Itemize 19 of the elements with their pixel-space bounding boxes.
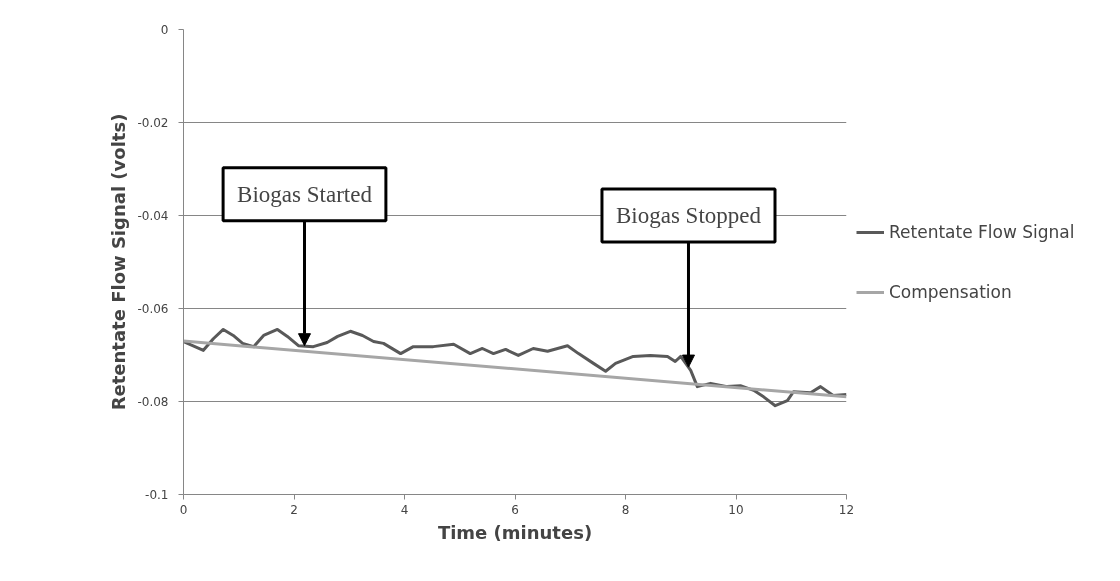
x-tick-label: 2 (290, 502, 298, 517)
x-tick-label: 0 (179, 502, 188, 517)
legend-label: Compensation (889, 281, 1012, 302)
y-axis-title: Retentate Flow Signal (volts) (108, 113, 130, 411)
x-tick-label: 12 (838, 502, 855, 517)
x-tick-label: 6 (511, 502, 519, 517)
legend-label: Retentate Flow Signal (889, 221, 1075, 242)
x-tick-label: 4 (400, 502, 409, 517)
y-tick-label: -0.06 (137, 302, 169, 316)
x-tick-label: 8 (621, 502, 630, 517)
x-axis-title: Time (minutes) (437, 521, 593, 543)
annotation: Biogas Stopped (615, 203, 762, 229)
annotation: Biogas Started (237, 181, 373, 207)
y-tick-label: -0.1 (145, 488, 169, 502)
y-tick-label: -0.02 (137, 116, 169, 130)
y-tick-label: 0 (160, 23, 169, 37)
y-tick-label: -0.04 (137, 209, 169, 223)
y-tick-label: -0.08 (137, 395, 169, 409)
x-tick-label: 10 (728, 502, 744, 517)
